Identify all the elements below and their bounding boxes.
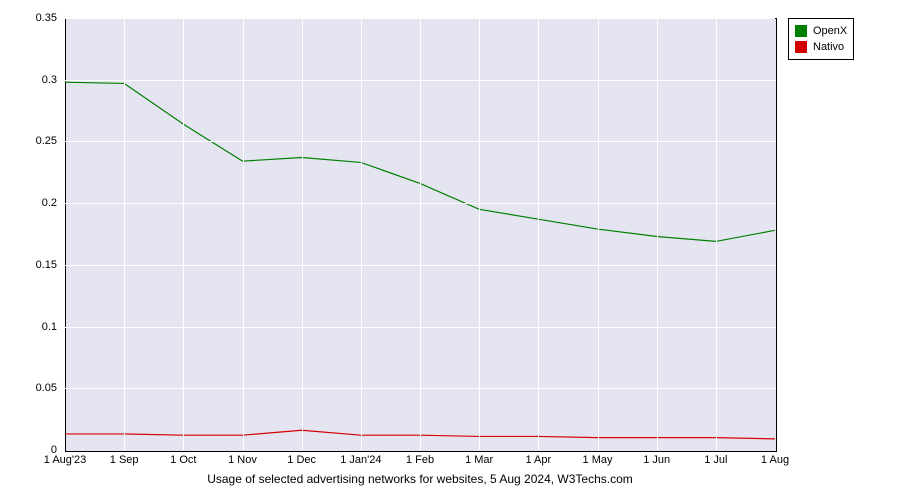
y-axis-tick-label: 0.15 — [10, 259, 57, 271]
chart-caption: Usage of selected advertising networks f… — [65, 472, 775, 486]
x-axis-tick-label: 1 Oct — [170, 454, 196, 466]
x-axis-tick-label: 1 Apr — [525, 454, 551, 466]
legend-label: Nativo — [813, 39, 844, 55]
y-axis-tick-label: 0.3 — [10, 74, 57, 86]
gridline-vertical — [420, 18, 421, 450]
gridline-vertical — [598, 18, 599, 450]
legend: OpenXNativo — [788, 18, 854, 60]
x-axis-tick-label: 1 Nov — [228, 454, 257, 466]
x-axis-tick-label: 1 Aug'23 — [44, 454, 86, 466]
y-axis-tick-label: 0.35 — [10, 12, 57, 24]
y-axis-tick-label: 0.05 — [10, 382, 57, 394]
x-axis-tick-label: 1 Sep — [110, 454, 139, 466]
gridline-vertical — [243, 18, 244, 450]
x-axis-tick-label: 1 Jul — [704, 454, 727, 466]
gridline-vertical — [538, 18, 539, 450]
gridline-vertical — [657, 18, 658, 450]
gridline-vertical — [302, 18, 303, 450]
x-axis-tick-label: 1 Aug — [761, 454, 789, 466]
gridline-vertical — [479, 18, 480, 450]
x-axis-tick-label: 1 Jan'24 — [340, 454, 381, 466]
x-axis-tick-label: 1 Feb — [406, 454, 434, 466]
x-axis-tick-label: 1 Jun — [643, 454, 670, 466]
gridline-vertical — [361, 18, 362, 450]
x-axis-tick-label: 1 May — [583, 454, 613, 466]
legend-label: OpenX — [813, 23, 847, 39]
legend-swatch — [795, 25, 807, 37]
gridline-vertical — [716, 18, 717, 450]
gridline-vertical — [124, 18, 125, 450]
legend-item-nativo: Nativo — [795, 39, 847, 55]
chart-lines — [10, 10, 890, 490]
y-axis-tick-label: 0.1 — [10, 321, 57, 333]
line-chart: OpenXNativo Usage of selected advertisin… — [10, 10, 890, 490]
legend-item-openx: OpenX — [795, 23, 847, 39]
y-axis-tick-label: 0.25 — [10, 135, 57, 147]
x-axis-tick-label: 1 Dec — [287, 454, 316, 466]
y-axis-tick-label: 0.2 — [10, 197, 57, 209]
gridline-vertical — [183, 18, 184, 450]
x-axis-tick-label: 1 Mar — [465, 454, 493, 466]
legend-swatch — [795, 41, 807, 53]
